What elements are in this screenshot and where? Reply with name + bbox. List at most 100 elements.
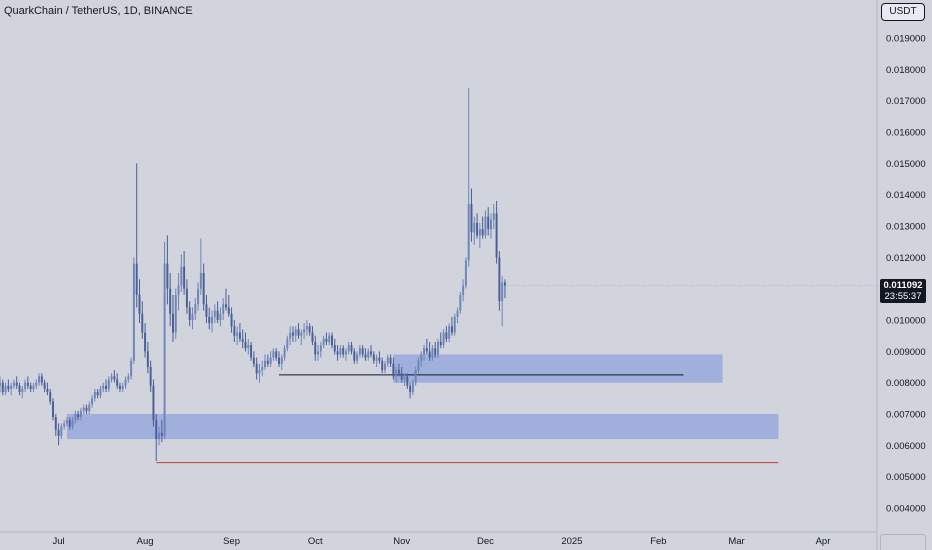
candle bbox=[222, 298, 225, 320]
candle-body bbox=[12, 382, 15, 386]
candle-body bbox=[414, 370, 417, 383]
candle-body bbox=[442, 332, 445, 346]
candle bbox=[425, 338, 428, 355]
candle-body bbox=[124, 379, 127, 386]
candle-body bbox=[400, 373, 403, 380]
candle bbox=[99, 385, 102, 399]
candle-body bbox=[364, 354, 367, 358]
candle-body bbox=[347, 345, 350, 352]
candle-body bbox=[498, 257, 501, 302]
candle bbox=[247, 338, 250, 355]
candle-body bbox=[250, 345, 253, 358]
candle bbox=[414, 367, 417, 386]
candle-body bbox=[331, 335, 333, 346]
x-tick-label: Apr bbox=[816, 536, 831, 547]
candle bbox=[481, 216, 484, 239]
candle-body bbox=[328, 335, 331, 342]
candle bbox=[219, 307, 222, 327]
y-tick-label: 0.004000 bbox=[886, 504, 926, 515]
candle bbox=[431, 345, 434, 361]
candle-body bbox=[456, 310, 459, 317]
candle bbox=[289, 326, 292, 346]
candle bbox=[498, 251, 501, 311]
y-tick-label: 0.007000 bbox=[886, 410, 926, 421]
candle-body bbox=[96, 392, 99, 396]
candle-body bbox=[88, 404, 91, 411]
candle-body bbox=[395, 370, 398, 377]
candle bbox=[29, 382, 32, 393]
candle-body bbox=[107, 379, 110, 389]
y-tick-label: 0.013000 bbox=[886, 222, 926, 233]
candle bbox=[400, 367, 403, 383]
candle bbox=[423, 345, 426, 361]
x-tick-label: 2025 bbox=[561, 536, 582, 547]
candle-body bbox=[317, 351, 320, 355]
candle-body bbox=[476, 222, 479, 236]
candle-body bbox=[478, 229, 481, 236]
candle bbox=[21, 385, 24, 399]
candle bbox=[1, 379, 4, 396]
candle bbox=[473, 216, 476, 245]
candle-body bbox=[294, 329, 297, 336]
candle bbox=[57, 423, 60, 446]
candle-body bbox=[350, 345, 353, 352]
candle bbox=[450, 316, 453, 336]
candle-body bbox=[439, 341, 442, 346]
candle bbox=[174, 288, 177, 339]
candle bbox=[261, 360, 264, 377]
candle bbox=[476, 213, 479, 239]
candle-body bbox=[74, 414, 77, 421]
candle-body bbox=[409, 385, 412, 393]
candle bbox=[478, 222, 481, 248]
candle-body bbox=[4, 385, 7, 393]
x-tick-label: Nov bbox=[393, 536, 410, 547]
candle-body bbox=[32, 385, 35, 389]
candle-body bbox=[481, 229, 484, 236]
candle bbox=[386, 354, 389, 367]
candle bbox=[77, 410, 80, 421]
candle-body bbox=[29, 385, 32, 389]
candle-body bbox=[185, 288, 188, 308]
candle-body bbox=[85, 407, 88, 411]
candle bbox=[275, 348, 278, 361]
candle-body bbox=[52, 401, 54, 418]
candle-body bbox=[49, 392, 52, 402]
candle-body bbox=[503, 282, 506, 286]
candle-body bbox=[71, 420, 74, 427]
candle bbox=[65, 417, 68, 427]
candle-body bbox=[233, 326, 236, 336]
candle bbox=[110, 373, 113, 383]
candle bbox=[208, 307, 211, 330]
y-tick-label: 0.008000 bbox=[886, 378, 926, 389]
candle-body bbox=[428, 351, 431, 358]
candle-body bbox=[450, 326, 453, 333]
candle-body bbox=[105, 385, 107, 389]
candle-body bbox=[116, 379, 119, 386]
candle bbox=[266, 354, 269, 367]
candle-body bbox=[197, 288, 200, 305]
candle bbox=[322, 335, 325, 349]
candle-body bbox=[344, 351, 347, 355]
candle-body bbox=[319, 345, 322, 352]
candle bbox=[344, 348, 347, 361]
candle bbox=[278, 351, 280, 367]
candle bbox=[194, 298, 197, 320]
y-tick-label: 0.018000 bbox=[886, 65, 926, 76]
candle-body bbox=[487, 216, 490, 230]
candle bbox=[264, 354, 267, 371]
candle-body bbox=[230, 313, 233, 327]
axis-settings-corner[interactable] bbox=[880, 534, 926, 550]
candle-body bbox=[57, 429, 60, 436]
candle-body bbox=[77, 414, 80, 418]
support-zone-1 bbox=[393, 354, 723, 383]
currency-selector[interactable]: USDT bbox=[881, 3, 925, 21]
candle bbox=[191, 307, 194, 330]
x-tick-label: Sep bbox=[223, 536, 240, 547]
candle-body bbox=[437, 341, 439, 355]
candle bbox=[311, 326, 314, 346]
candle bbox=[118, 382, 121, 393]
candle bbox=[333, 338, 336, 355]
x-tick-label: Feb bbox=[650, 536, 666, 547]
